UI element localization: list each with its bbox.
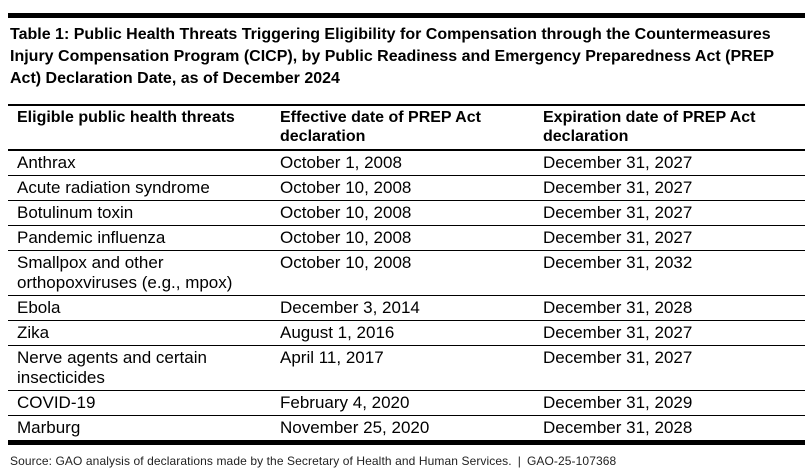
effective-date-cell: October 10, 2008 (272, 250, 535, 296)
table-row: Nerve agents and certain insecticides Ap… (8, 345, 805, 391)
threat-cell: Anthrax (8, 150, 272, 176)
effective-date-cell: October 10, 2008 (272, 225, 535, 251)
expiration-date-cell: December 31, 2032 (535, 250, 805, 296)
source-line: Source: GAO analysis of declarations mad… (10, 454, 805, 468)
expiration-date-cell: December 31, 2027 (535, 345, 805, 391)
source-text: Source: GAO analysis of declarations mad… (10, 454, 512, 468)
column-header-expiration-date: Expiration date of PREP Act declaration (535, 104, 805, 151)
table-row: Ebola December 3, 2014 December 31, 2028 (8, 295, 805, 321)
threat-cell: COVID-19 (8, 390, 272, 416)
threats-table: Eligible public health threats Effective… (8, 104, 805, 445)
effective-date-cell: April 11, 2017 (272, 345, 535, 391)
effective-date-cell: August 1, 2016 (272, 320, 535, 346)
expiration-date-cell: December 31, 2027 (535, 200, 805, 226)
table-row: Smallpox and other orthopoxviruses (e.g.… (8, 250, 805, 296)
table-header-row: Eligible public health threats Effective… (8, 104, 805, 151)
table-row: Anthrax October 1, 2008 December 31, 202… (8, 150, 805, 176)
threat-cell: Zika (8, 320, 272, 346)
report-id: GAO-25-107368 (526, 454, 617, 468)
expiration-date-cell: December 31, 2027 (535, 150, 805, 176)
effective-date-cell: October 10, 2008 (272, 200, 535, 226)
table-row: Botulinum toxin October 10, 2008 Decembe… (8, 200, 805, 226)
table-row: Marburg November 25, 2020 December 31, 2… (8, 415, 805, 445)
expiration-date-cell: December 31, 2027 (535, 225, 805, 251)
expiration-date-cell: December 31, 2027 (535, 320, 805, 346)
table-title: Table 1: Public Health Threats Triggerin… (10, 26, 774, 87)
expiration-date-cell: December 31, 2027 (535, 175, 805, 201)
threat-cell: Ebola (8, 295, 272, 321)
threat-cell: Nerve agents and certain insecticides (8, 345, 272, 391)
threat-cell: Marburg (8, 415, 272, 445)
table-row: Zika August 1, 2016 December 31, 2027 (8, 320, 805, 346)
expiration-date-cell: December 31, 2028 (535, 295, 805, 321)
effective-date-cell: December 3, 2014 (272, 295, 535, 321)
effective-date-cell: October 10, 2008 (272, 175, 535, 201)
column-header-effective-date: Effective date of PREP Act declaration (272, 104, 535, 151)
threat-cell: Pandemic influenza (8, 225, 272, 251)
threat-cell: Smallpox and other orthopoxviruses (e.g.… (8, 250, 272, 296)
table-row: Pandemic influenza October 10, 2008 Dece… (8, 225, 805, 251)
column-header-threats: Eligible public health threats (8, 104, 272, 151)
effective-date-cell: October 1, 2008 (272, 150, 535, 176)
threat-cell: Botulinum toxin (8, 200, 272, 226)
top-rule (8, 13, 805, 18)
source-divider: | (517, 454, 521, 468)
expiration-date-cell: December 31, 2029 (535, 390, 805, 416)
expiration-date-cell: December 31, 2028 (535, 415, 805, 445)
effective-date-cell: November 25, 2020 (272, 415, 535, 445)
table-row: COVID-19 February 4, 2020 December 31, 2… (8, 390, 805, 416)
table-row: Acute radiation syndrome October 10, 200… (8, 175, 805, 201)
effective-date-cell: February 4, 2020 (272, 390, 535, 416)
threat-cell: Acute radiation syndrome (8, 175, 272, 201)
